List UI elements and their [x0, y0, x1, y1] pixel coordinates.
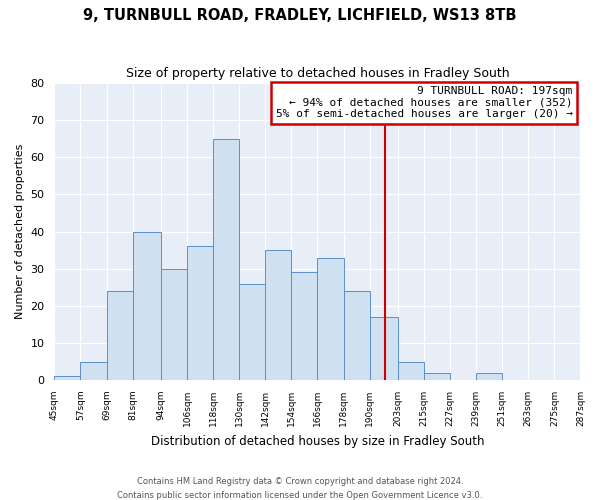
Y-axis label: Number of detached properties: Number of detached properties: [15, 144, 25, 320]
Bar: [344, 291, 370, 380]
Text: 9 TURNBULL ROAD: 197sqm
← 94% of detached houses are smaller (352)
5% of semi-de: 9 TURNBULL ROAD: 197sqm ← 94% of detache…: [275, 86, 572, 119]
Bar: [292, 272, 317, 380]
Bar: [187, 246, 213, 380]
Bar: [107, 291, 133, 380]
Bar: [80, 362, 107, 380]
Title: Size of property relative to detached houses in Fradley South: Size of property relative to detached ho…: [125, 68, 509, 80]
Bar: [398, 362, 424, 380]
Bar: [55, 376, 80, 380]
Bar: [161, 268, 187, 380]
Text: Contains HM Land Registry data © Crown copyright and database right 2024.
Contai: Contains HM Land Registry data © Crown c…: [118, 478, 482, 500]
Bar: [133, 232, 161, 380]
Bar: [213, 138, 239, 380]
Bar: [370, 317, 398, 380]
X-axis label: Distribution of detached houses by size in Fradley South: Distribution of detached houses by size …: [151, 434, 484, 448]
Bar: [317, 258, 344, 380]
Text: 9, TURNBULL ROAD, FRADLEY, LICHFIELD, WS13 8TB: 9, TURNBULL ROAD, FRADLEY, LICHFIELD, WS…: [83, 8, 517, 22]
Bar: [239, 284, 265, 380]
Bar: [476, 372, 502, 380]
Bar: [265, 250, 292, 380]
Bar: [424, 372, 450, 380]
